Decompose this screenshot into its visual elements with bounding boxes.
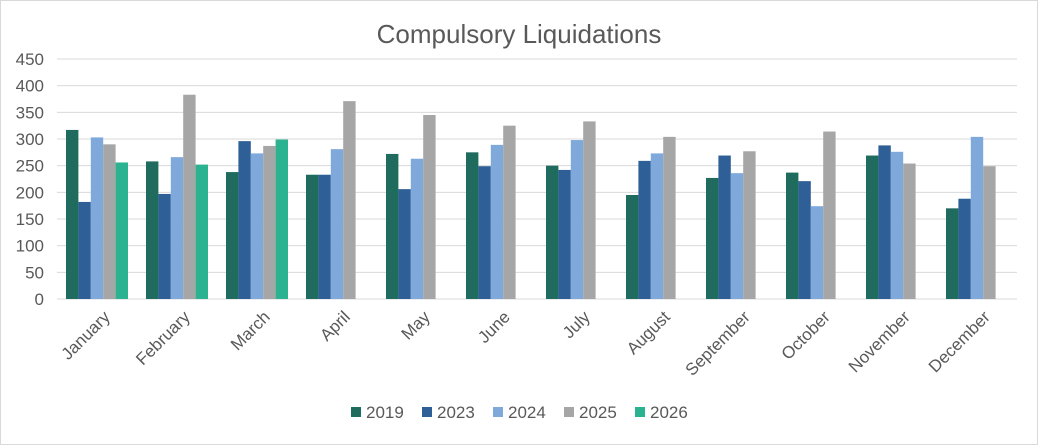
- y-tick-label: 300: [16, 130, 44, 149]
- x-tick-label: December: [925, 307, 994, 376]
- bar-2026-march: [275, 139, 288, 299]
- legend-label: 2024: [508, 403, 546, 422]
- bar-2025-january: [103, 144, 116, 299]
- bar-2024-march: [250, 153, 264, 299]
- bar-2025-september: [743, 151, 756, 299]
- y-tick-label: 350: [16, 103, 44, 122]
- y-tick-label: 100: [16, 237, 44, 256]
- x-tick-label: March: [227, 307, 274, 354]
- bar-2019-may: [386, 153, 399, 299]
- bar-2019-march: [226, 172, 239, 299]
- bar-2023-september: [718, 155, 731, 299]
- bar-2024-september: [730, 173, 744, 299]
- bar-2019-july: [546, 165, 559, 299]
- y-tick-label: 250: [16, 157, 44, 176]
- x-tick-label: January: [58, 307, 115, 364]
- gridlines: [57, 58, 1017, 300]
- bar-2023-november: [878, 145, 891, 299]
- y-tick-label: 150: [16, 210, 44, 229]
- x-tick-label: August: [623, 307, 674, 358]
- bar-2026-february: [195, 164, 208, 299]
- legend-swatch-2019: [351, 407, 361, 417]
- x-tick-label: April: [316, 307, 353, 344]
- bar-2019-december: [946, 208, 959, 299]
- bar-2019-april: [306, 174, 319, 299]
- x-tick-label: September: [682, 307, 754, 379]
- bar-2024-july: [570, 140, 584, 299]
- bar-2023-december: [958, 198, 971, 299]
- bar-2019-september: [706, 177, 719, 299]
- bar-2024-august: [650, 153, 664, 299]
- x-tick-label: July: [559, 307, 594, 342]
- y-tick-label: 400: [16, 77, 44, 96]
- legend-label: 2023: [437, 403, 475, 422]
- bar-2023-april: [318, 174, 331, 299]
- bar-2026-january: [115, 162, 128, 299]
- legend-swatch-2023: [422, 407, 432, 417]
- legend-swatch-2026: [635, 407, 645, 417]
- bar-2019-february: [146, 161, 159, 299]
- bar-2024-june: [490, 144, 504, 299]
- y-tick-label: 450: [16, 50, 44, 69]
- bar-2024-april: [330, 149, 344, 299]
- bar-2023-october: [798, 181, 811, 299]
- bar-2024-may: [410, 158, 424, 299]
- bar-2025-april: [343, 101, 356, 299]
- bar-2024-december: [970, 136, 984, 299]
- legend-label: 2019: [366, 403, 404, 422]
- bar-2023-march: [238, 141, 251, 299]
- bar-2025-october: [823, 131, 836, 299]
- bar-2023-may: [398, 189, 411, 299]
- legend-swatch-2025: [564, 407, 574, 417]
- bar-2025-may: [423, 115, 436, 299]
- bar-2025-february: [183, 94, 196, 299]
- bar-2025-march: [263, 145, 276, 299]
- bar-2025-july: [583, 121, 596, 300]
- chart-title: Compulsory Liquidations: [377, 19, 662, 49]
- legend-label: 2026: [650, 403, 688, 422]
- x-tick-label: February: [132, 307, 194, 369]
- x-tick-label: June: [474, 307, 514, 347]
- bar-2019-august: [626, 195, 639, 299]
- x-tick-label: May: [398, 307, 434, 343]
- bar-2019-june: [466, 152, 479, 299]
- legend: 2019 2023 2024 2025 2026: [351, 403, 688, 422]
- bar-2025-august: [663, 136, 676, 299]
- bar-2023-july: [558, 169, 571, 299]
- legend-label: 2025: [579, 403, 617, 422]
- bar-2025-december: [983, 166, 996, 299]
- x-tick-label: October: [778, 307, 834, 363]
- bar-2023-august: [638, 160, 651, 299]
- bar-2023-february: [158, 193, 171, 299]
- bar-2024-february: [170, 157, 184, 299]
- y-tick-label: 0: [35, 290, 44, 309]
- x-axis: January February March April May June July Augu…: [58, 307, 994, 380]
- bar-2023-january: [78, 201, 91, 299]
- bar-2024-october: [810, 206, 824, 299]
- bar-2019-january: [66, 129, 79, 299]
- bars: [66, 94, 996, 300]
- y-tick-label: 200: [16, 183, 44, 202]
- y-tick-label: 50: [25, 263, 44, 282]
- bar-2025-november: [903, 163, 916, 299]
- legend-swatch-2024: [493, 407, 503, 417]
- bar-2025-june: [503, 125, 516, 300]
- bar-2024-november: [890, 151, 904, 299]
- y-axis: 0 50 100 150 200 250 300 350 400 450: [16, 50, 44, 309]
- bar-2019-october: [786, 172, 799, 299]
- bar-2019-november: [866, 155, 879, 299]
- bar-2024-january: [90, 137, 104, 299]
- bar-2023-june: [478, 166, 491, 299]
- x-tick-label: November: [845, 307, 914, 376]
